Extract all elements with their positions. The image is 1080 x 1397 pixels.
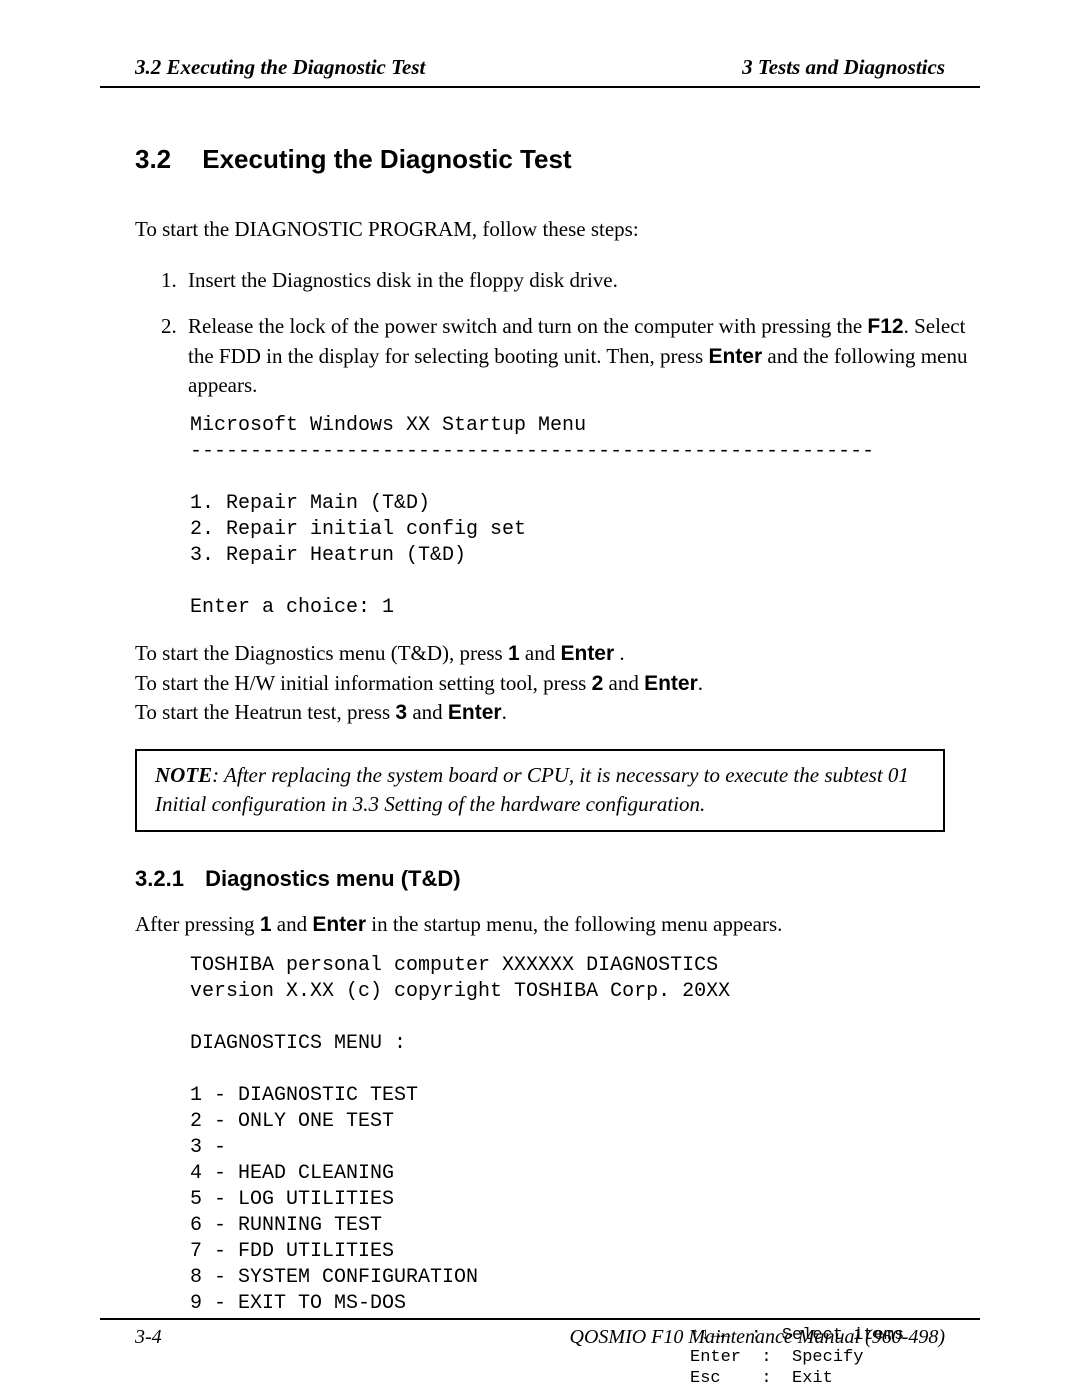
line2-c: .: [698, 671, 703, 695]
line1-b: and: [520, 641, 561, 665]
footer-manual-title: QOSMIO F10 Maintenance Manual (960-498): [570, 1326, 945, 1349]
subsection-heading: 3.2.1 Diagnostics menu (T&D): [135, 866, 980, 892]
document-page: 3.2 Executing the Diagnostic Test 3 Test…: [0, 0, 1080, 1397]
key-enter: Enter: [560, 642, 614, 665]
note-body: : After replacing the system board or CP…: [155, 763, 909, 815]
line1-a: To start the Diagnostics menu (T&D), pre…: [135, 641, 508, 665]
subsection-intro: After pressing 1 and Enter in the startu…: [135, 910, 980, 939]
running-footer: 3-4 QOSMIO F10 Maintenance Manual (960-4…: [100, 1318, 980, 1349]
line3-a: To start the Heatrun test, press: [135, 700, 395, 724]
intro-paragraph: To start the DIAGNOSTIC PROGRAM, follow …: [135, 217, 980, 242]
section-number: 3.2: [135, 144, 195, 175]
running-header-right: 3 Tests and Diagnostics: [742, 55, 945, 80]
line3-c: .: [502, 700, 507, 724]
line3-b: and: [407, 700, 448, 724]
running-header: 3.2 Executing the Diagnostic Test 3 Test…: [100, 55, 980, 88]
note-box: NOTE: After replacing the system board o…: [135, 749, 945, 832]
line2-a: To start the H/W initial information set…: [135, 671, 592, 695]
key-enter: Enter: [708, 345, 762, 368]
post-menu-paragraph: To start the Diagnostics menu (T&D), pre…: [135, 639, 980, 727]
sub-intro-b: and: [272, 912, 313, 936]
key-1: 1: [260, 913, 272, 936]
key-enter: Enter: [448, 701, 502, 724]
note-label: NOTE: [155, 763, 212, 787]
step-2-text-a: Release the lock of the power switch and…: [188, 314, 867, 338]
startup-menu-block: Microsoft Windows XX Startup Menu ------…: [190, 413, 980, 621]
sub-intro-a: After pressing: [135, 912, 260, 936]
key-f12: F12: [867, 315, 903, 338]
subsection-title: Diagnostics menu (T&D): [205, 866, 460, 891]
key-enter: Enter: [644, 672, 698, 695]
key-3: 3: [395, 701, 407, 724]
running-header-left: 3.2 Executing the Diagnostic Test: [135, 55, 425, 80]
key-enter: Enter: [312, 913, 366, 936]
footer-page-number: 3-4: [135, 1326, 162, 1349]
line2-b: and: [603, 671, 644, 695]
key-2: 2: [592, 672, 604, 695]
subsection-number: 3.2.1: [135, 866, 199, 892]
step-1: Insert the Diagnostics disk in the flopp…: [182, 266, 980, 294]
section-title: 3.2 Executing the Diagnostic Test: [135, 144, 980, 175]
diagnostics-menu-block: TOSHIBA personal computer XXXXXX DIAGNOS…: [190, 953, 980, 1317]
steps-list: Insert the Diagnostics disk in the flopp…: [158, 266, 980, 399]
section-heading-text: Executing the Diagnostic Test: [202, 144, 571, 174]
step-2: Release the lock of the power switch and…: [182, 312, 980, 399]
line1-c: .: [614, 641, 625, 665]
sub-intro-c: in the startup menu, the following menu …: [366, 912, 782, 936]
key-1: 1: [508, 642, 520, 665]
